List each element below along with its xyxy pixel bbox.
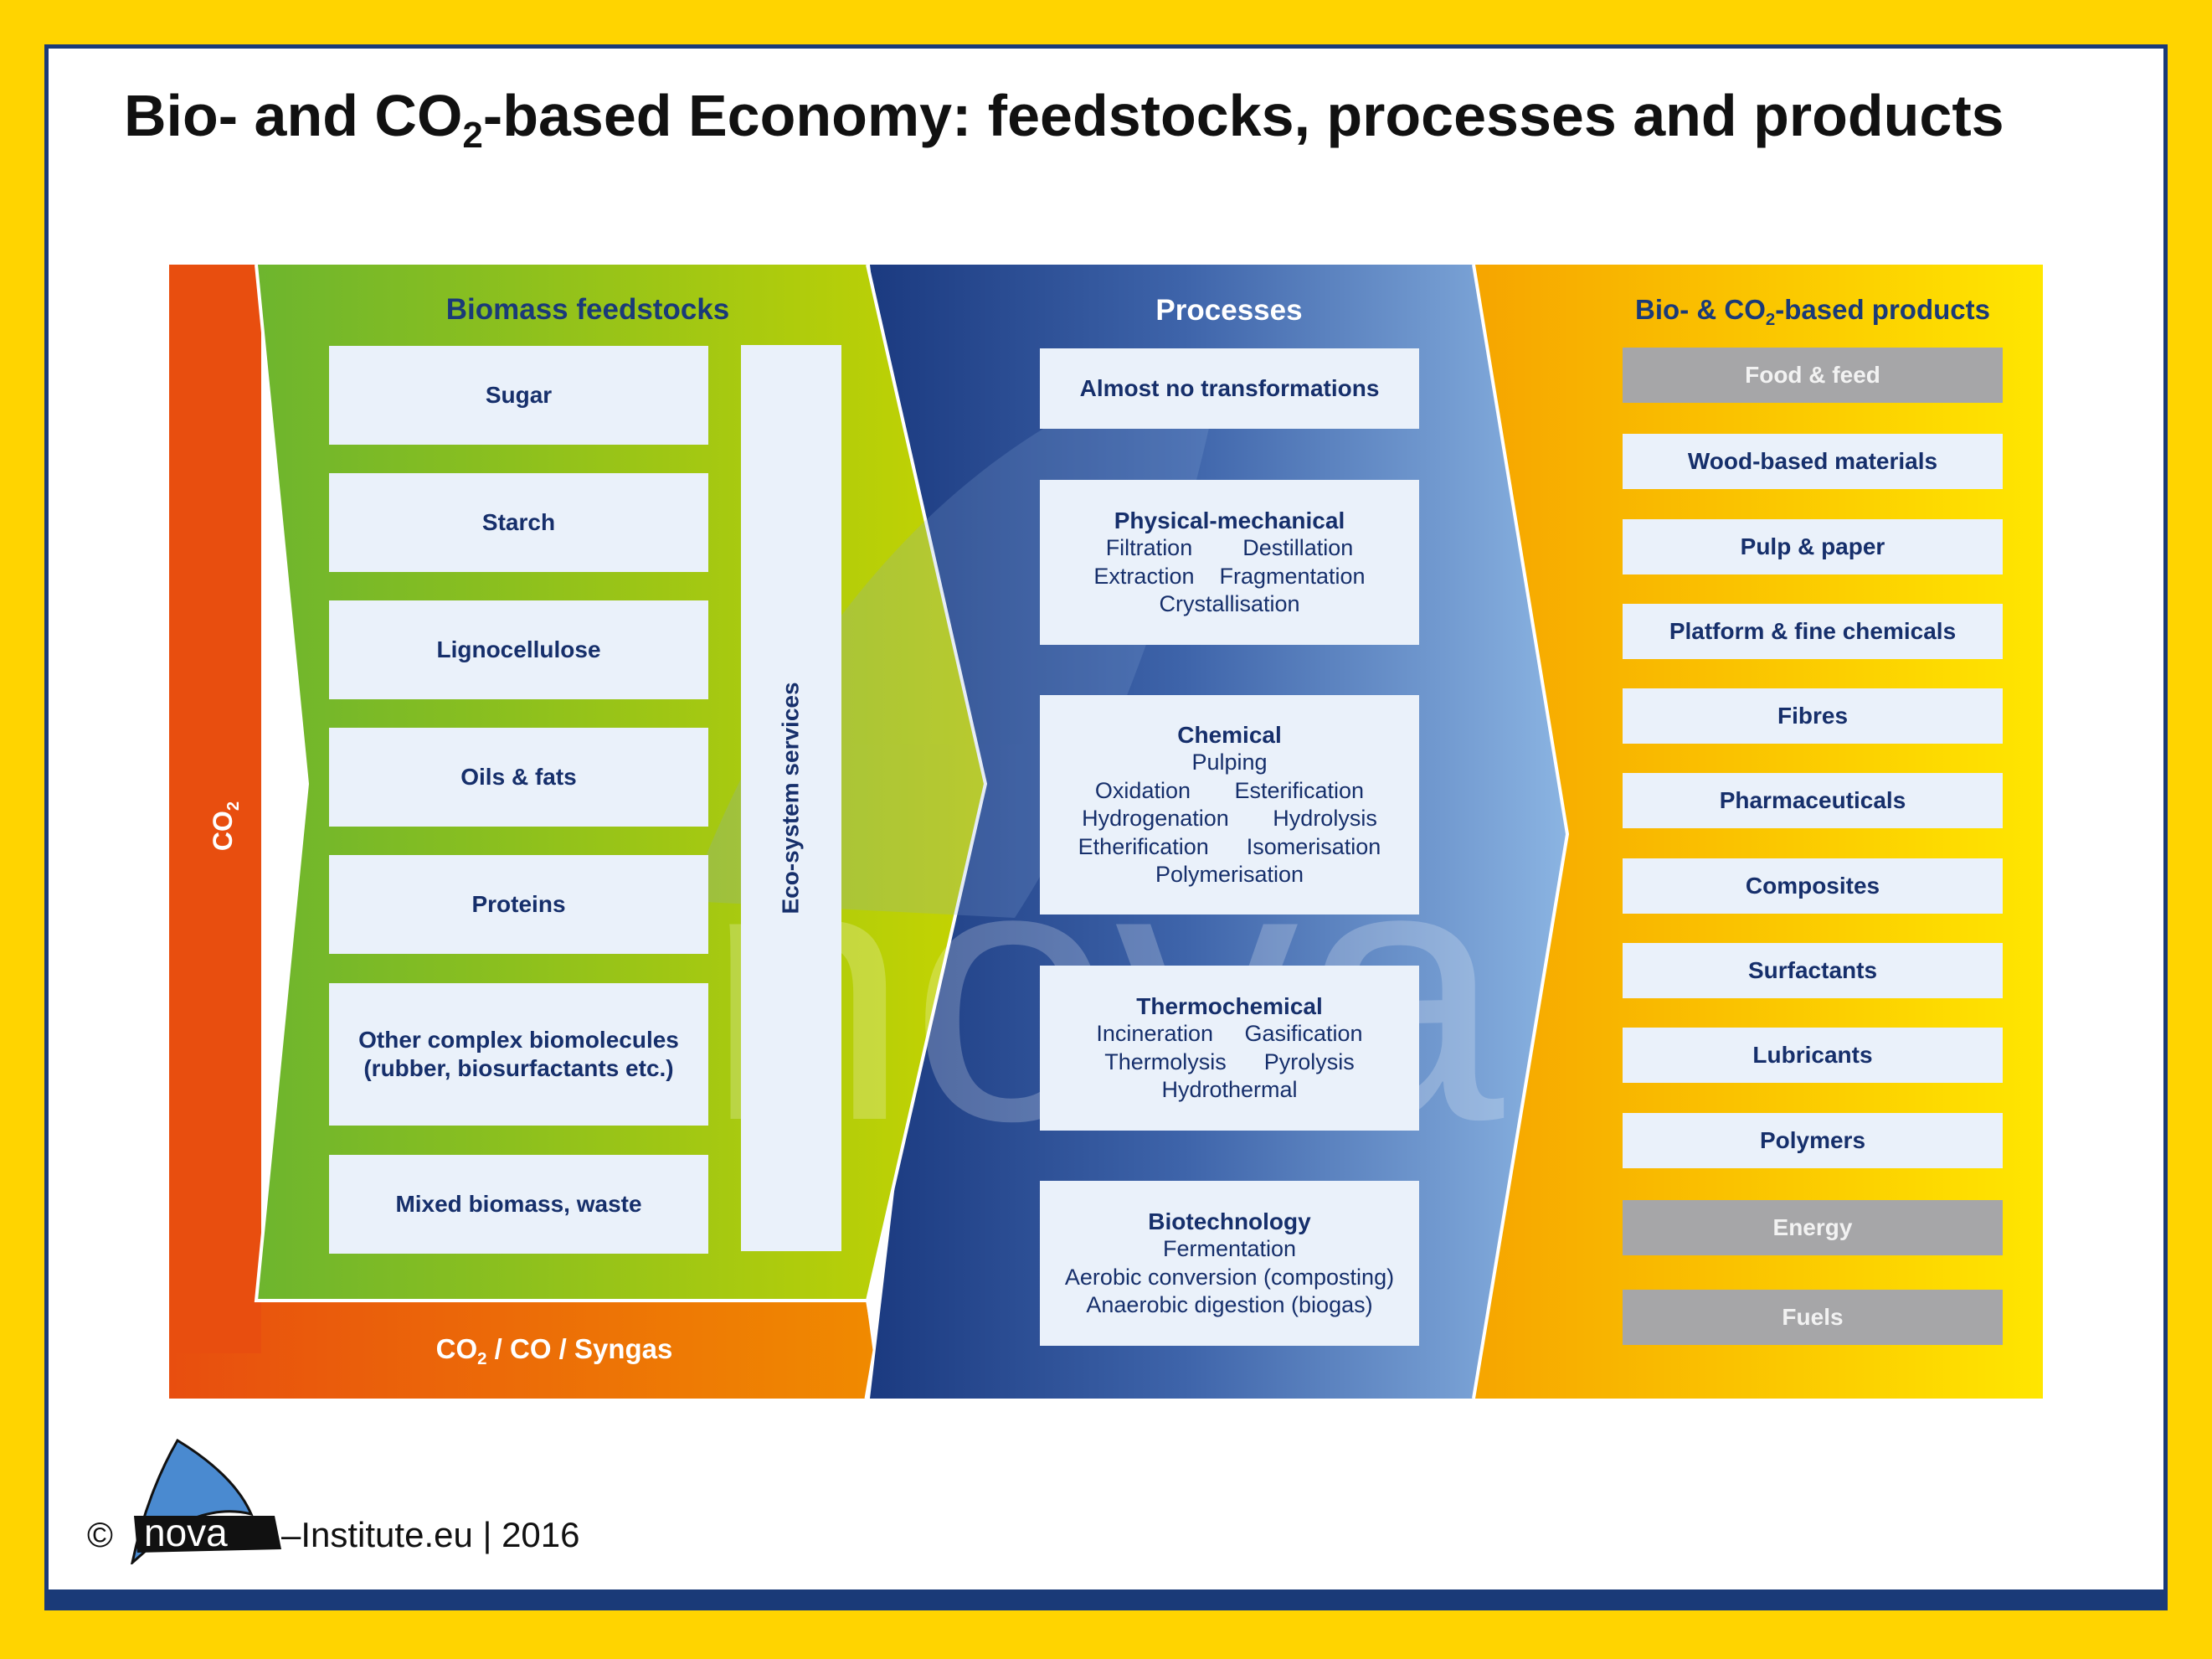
feedstock-proteins: Proteins: [329, 855, 708, 954]
feedstocks-title: Biomass feedstocks: [445, 293, 730, 326]
product-fibres: Fibres: [1623, 688, 2003, 744]
product-pharmaceuticals: Pharmaceuticals: [1623, 773, 2003, 828]
feedstock-mixed-biomass: Mixed biomass, waste: [329, 1155, 708, 1254]
process-almost-no-transformations: Almost no transformations: [1040, 348, 1419, 429]
process-thermochemical: Thermochemical Incineration Gasification…: [1040, 966, 1419, 1131]
process-chemical: Chemical Pulping Oxidation Esterificatio…: [1040, 695, 1419, 915]
product-wood-based-materials: Wood-based materials: [1623, 434, 2003, 489]
nova-logo: nova: [131, 1439, 281, 1564]
product-fuels: Fuels: [1623, 1290, 2003, 1345]
product-lubricants: Lubricants: [1623, 1028, 2003, 1083]
bioeconomy-diagram: nova CO2 CO2 / CO / Syngas Biomass feeds…: [169, 265, 2043, 1399]
process-physical-mechanical: Physical-mechanical Filtration Destillat…: [1040, 480, 1419, 645]
footer-institute-text: –Institute.eu | 2016: [281, 1515, 580, 1554]
copyright-symbol: ©: [87, 1515, 113, 1554]
co2-side-label: CO2: [208, 801, 244, 851]
logo-text: nova: [144, 1511, 228, 1554]
page-title: Bio- and CO2-based Economy: feedstocks, …: [124, 83, 2004, 156]
processes-title: Processes: [1155, 294, 1303, 327]
product-food-feed: Food & feed: [1623, 348, 2003, 403]
products-title: Bio- & CO2-based products: [1635, 294, 1990, 330]
product-composites: Composites: [1623, 858, 2003, 914]
process-biotechnology: Biotechnology Fermentation Aerobic conve…: [1040, 1181, 1419, 1346]
product-pulp-paper: Pulp & paper: [1623, 519, 2003, 574]
feedstock-complex-biomolecules: Other complex biomolecules (rubber, bios…: [329, 983, 708, 1126]
syngas-label: CO2 / CO / Syngas: [435, 1333, 673, 1369]
eco-system-services: Eco-system services: [741, 345, 841, 1251]
feedstock-oils-fats: Oils & fats: [329, 728, 708, 827]
product-polymers: Polymers: [1623, 1113, 2003, 1168]
co2-band: [169, 265, 261, 1353]
bottom-bar: [44, 1589, 2168, 1610]
feedstock-sugar: Sugar: [329, 346, 708, 445]
product-energy: Energy: [1623, 1200, 2003, 1255]
feedstock-lignocellulose: Lignocellulose: [329, 600, 708, 699]
feedstock-starch: Starch: [329, 473, 708, 572]
syngas-band: [169, 1301, 874, 1399]
product-platform-fine-chemicals: Platform & fine chemicals: [1623, 604, 2003, 659]
product-surfactants: Surfactants: [1623, 943, 2003, 998]
